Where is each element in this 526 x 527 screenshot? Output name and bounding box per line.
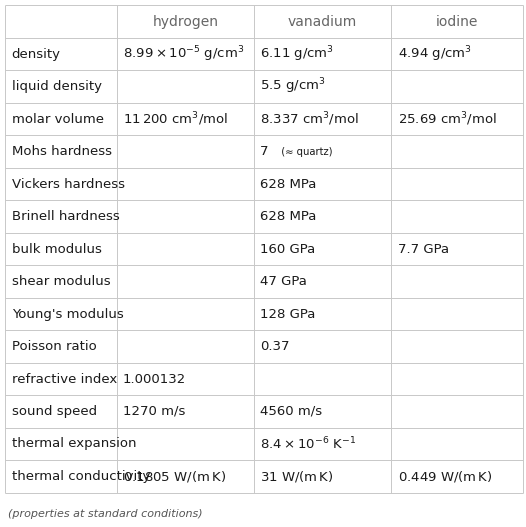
- Text: 25.69 cm$^3$/mol: 25.69 cm$^3$/mol: [398, 110, 496, 128]
- Text: 0.1805 W/(m$\,$K): 0.1805 W/(m$\,$K): [123, 469, 226, 484]
- Text: refractive index: refractive index: [12, 373, 117, 386]
- Text: 47 GPa: 47 GPa: [260, 275, 307, 288]
- Text: thermal conductivity: thermal conductivity: [12, 470, 150, 483]
- Text: liquid density: liquid density: [12, 80, 102, 93]
- Text: Poisson ratio: Poisson ratio: [12, 340, 96, 353]
- Text: Vickers hardness: Vickers hardness: [12, 178, 125, 191]
- Text: 1270 m/s: 1270 m/s: [123, 405, 185, 418]
- Text: iodine: iodine: [436, 15, 479, 28]
- Text: sound speed: sound speed: [12, 405, 97, 418]
- Text: (≈ quartz): (≈ quartz): [275, 147, 332, 157]
- Text: Mohs hardness: Mohs hardness: [12, 145, 112, 158]
- Text: 31 W/(m$\,$K): 31 W/(m$\,$K): [260, 469, 334, 484]
- Text: density: density: [12, 47, 60, 61]
- Text: thermal expansion: thermal expansion: [12, 437, 136, 451]
- Text: 6.11 g/cm$^3$: 6.11 g/cm$^3$: [260, 44, 335, 64]
- Text: vanadium: vanadium: [288, 15, 357, 28]
- Text: 1.000132: 1.000132: [123, 373, 186, 386]
- Text: $8.99\times10^{-5}$ g/cm$^3$: $8.99\times10^{-5}$ g/cm$^3$: [123, 44, 244, 64]
- Text: 628 MPa: 628 MPa: [260, 178, 317, 191]
- Text: 0.449 W/(m$\,$K): 0.449 W/(m$\,$K): [398, 469, 492, 484]
- Text: 5.5 g/cm$^3$: 5.5 g/cm$^3$: [260, 77, 326, 96]
- Text: molar volume: molar volume: [12, 112, 104, 125]
- Text: (properties at standard conditions): (properties at standard conditions): [8, 509, 203, 519]
- Text: 7.7 GPa: 7.7 GPa: [398, 242, 449, 256]
- Text: Young's modulus: Young's modulus: [12, 307, 123, 320]
- Text: Brinell hardness: Brinell hardness: [12, 210, 119, 223]
- Text: 7: 7: [260, 145, 269, 158]
- Text: shear modulus: shear modulus: [12, 275, 110, 288]
- Text: $8.4\times10^{-6}$ K$^{-1}$: $8.4\times10^{-6}$ K$^{-1}$: [260, 436, 357, 452]
- Text: 128 GPa: 128 GPa: [260, 307, 316, 320]
- Text: 628 MPa: 628 MPa: [260, 210, 317, 223]
- Text: hydrogen: hydrogen: [153, 15, 218, 28]
- Text: bulk modulus: bulk modulus: [12, 242, 102, 256]
- Text: 8.337 cm$^3$/mol: 8.337 cm$^3$/mol: [260, 110, 359, 128]
- Text: 11$\,$200 cm$^3$/mol: 11$\,$200 cm$^3$/mol: [123, 110, 228, 128]
- Text: 0.37: 0.37: [260, 340, 290, 353]
- Text: 160 GPa: 160 GPa: [260, 242, 316, 256]
- Text: 4560 m/s: 4560 m/s: [260, 405, 322, 418]
- Text: 4.94 g/cm$^3$: 4.94 g/cm$^3$: [398, 44, 472, 64]
